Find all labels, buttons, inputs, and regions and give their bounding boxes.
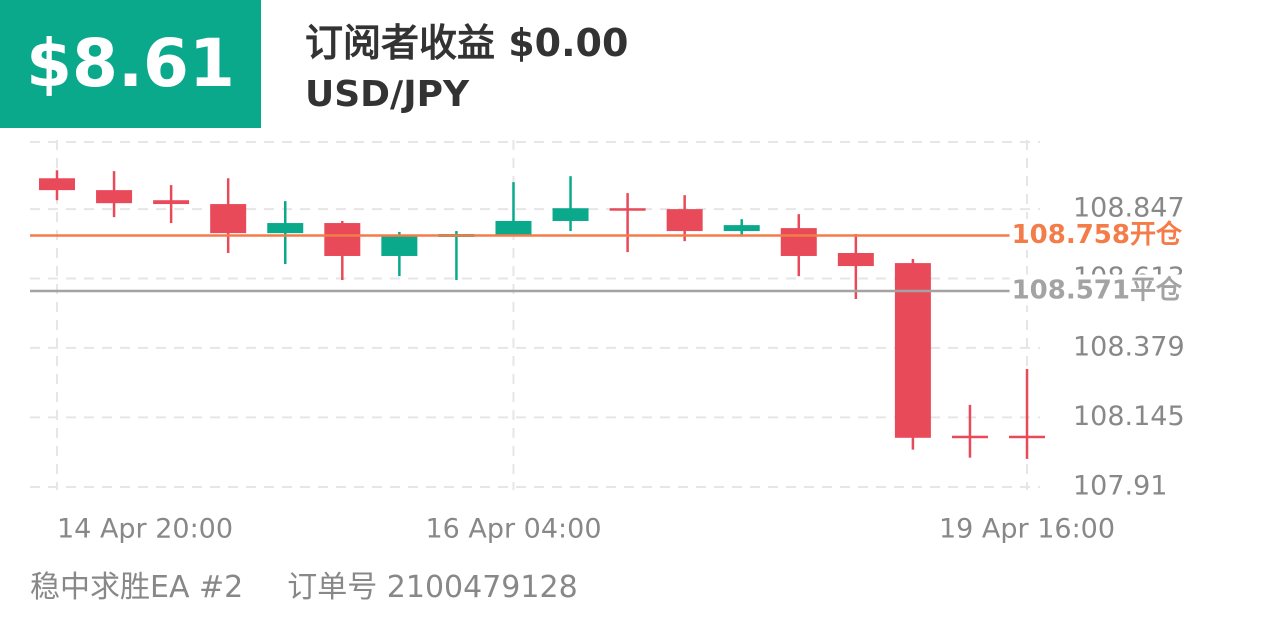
candle-body <box>153 200 190 205</box>
reference-label-bg <box>1009 219 1185 251</box>
y-tick-label: 108.847 <box>1073 193 1185 224</box>
candle-body <box>96 190 133 204</box>
candle-body <box>1009 435 1046 439</box>
candle-body <box>894 263 931 438</box>
profit-badge: $8.61 <box>0 0 261 128</box>
reference-label-bg <box>1009 274 1185 306</box>
candle-body <box>267 223 304 234</box>
candle-body <box>495 220 532 237</box>
candle-body <box>951 435 988 439</box>
candle-body <box>324 223 361 256</box>
candle-body <box>210 204 247 234</box>
candle-body <box>39 178 75 191</box>
x-tick-label: 14 Apr 20:00 <box>57 514 233 545</box>
candle-body <box>780 228 817 256</box>
candle-body <box>666 209 703 232</box>
x-tick-label: 16 Apr 04:00 <box>425 514 601 545</box>
symbol: USD/JPY <box>305 74 470 115</box>
title: 订阅者收益 $0.00 <box>305 21 629 65</box>
candle-body <box>723 225 760 232</box>
candle-body <box>609 208 646 211</box>
ea-name: 稳中求胜EA #2 <box>30 570 244 605</box>
y-tick-label: 108.379 <box>1073 331 1185 362</box>
reference-label: 108.758开仓 <box>1012 219 1183 250</box>
order-number: 订单号 2100479128 <box>287 570 578 605</box>
candle-body <box>837 253 874 267</box>
x-tick-label: 19 Apr 16:00 <box>939 514 1115 545</box>
y-tick-label: 108.145 <box>1073 401 1185 432</box>
y-tick-label: 107.91 <box>1073 471 1167 502</box>
footer: 稳中求胜EA #2 订单号 2100479128 <box>30 562 622 606</box>
candle-body <box>552 208 589 221</box>
candle-body <box>381 236 418 256</box>
reference-label: 108.571平仓 <box>1012 274 1183 305</box>
